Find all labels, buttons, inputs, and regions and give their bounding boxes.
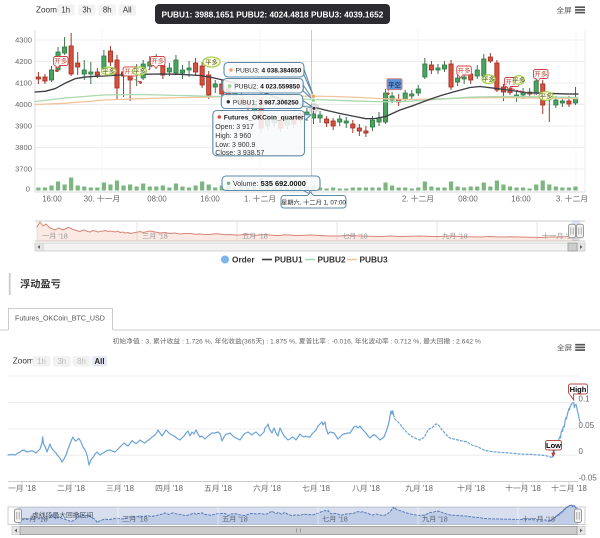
svg-text:'18: '18 — [171, 484, 183, 493]
svg-text:'18: '18 — [473, 484, 485, 493]
svg-text:16:00: 16:00 — [42, 195, 62, 204]
svg-text:'18: '18 — [436, 515, 447, 524]
svg-text:1h: 1h — [61, 6, 70, 15]
svg-text:'18: '18 — [24, 484, 36, 493]
svg-text:PUBU3:: PUBU3: — [236, 68, 262, 75]
svg-text:0.1: 0.1 — [579, 394, 591, 403]
svg-text:4000: 4000 — [15, 100, 32, 109]
svg-text:3h: 3h — [57, 357, 66, 366]
svg-text:'18: '18 — [122, 484, 134, 493]
svg-text:'18: '18 — [136, 515, 147, 524]
svg-text:All: All — [95, 357, 105, 366]
svg-text:Open: 3 917: Open: 3 917 — [215, 124, 254, 131]
svg-text:(365: (365 — [242, 339, 256, 346]
svg-text:High: 3 960: High: 3 960 — [215, 133, 251, 140]
svg-text:Order: Order — [232, 254, 255, 264]
svg-text:16:00: 16:00 — [200, 195, 220, 204]
svg-text:Zoom: Zoom — [13, 356, 34, 365]
svg-text:PUBU1: PUBU1 — [275, 254, 304, 264]
svg-text:4300: 4300 — [15, 36, 32, 45]
svg-text:PUBU2:: PUBU2: — [234, 84, 260, 91]
svg-text:Futures_OKCoin_BTC_USD: Futures_OKCoin_BTC_USD — [15, 314, 105, 322]
svg-text:Zoom: Zoom — [36, 6, 57, 15]
svg-text:4100: 4100 — [15, 79, 32, 88]
svg-text:3700: 3700 — [15, 165, 32, 174]
svg-text:3800: 3800 — [15, 143, 32, 152]
svg-text:'18: '18 — [456, 232, 467, 241]
svg-text:Low: 3 900.9: Low: 3 900.9 — [215, 142, 255, 149]
svg-text:1.: 1. — [244, 195, 253, 204]
svg-text:: 2.642 %: : 2.642 % — [450, 339, 481, 346]
svg-text:4 023.559850: 4 023.559850 — [260, 84, 300, 91]
svg-text:-0.05: -0.05 — [579, 473, 598, 482]
svg-text:'18: '18 — [269, 484, 281, 493]
svg-text:PUBU1: 3988.1651 PUBU2: 4024.4: PUBU1: 3988.1651 PUBU2: 4024.4818 PUBU3:… — [162, 9, 384, 19]
svg-text:0: 0 — [26, 185, 30, 194]
svg-text:0.05: 0.05 — [579, 421, 595, 430]
svg-text:4200: 4200 — [15, 57, 32, 66]
svg-text:Futures_OKCoin_quarter: Futures_OKCoin_quarter — [224, 115, 304, 122]
svg-text:08:00: 08:00 — [458, 195, 478, 204]
svg-text:'18: '18 — [156, 232, 167, 241]
svg-text:0: 0 — [579, 447, 584, 456]
svg-text:'18: '18 — [544, 515, 555, 524]
svg-text:High: High — [570, 385, 587, 394]
svg-text:'18: '18 — [575, 484, 587, 493]
svg-text:8h: 8h — [77, 357, 86, 366]
svg-text:08:00: 08:00 — [147, 195, 167, 204]
svg-text:Low: Low — [546, 441, 561, 450]
svg-text:2.: 2. — [402, 195, 411, 204]
svg-text:3.: 3. — [556, 195, 565, 204]
svg-text:'18: '18 — [421, 484, 433, 493]
svg-text:3 987.306250: 3 987.306250 — [259, 99, 299, 106]
svg-text:'18: '18 — [336, 515, 347, 524]
svg-text:'18: '18 — [356, 232, 367, 241]
svg-text:: 1.726 %,: : 1.726 %, — [180, 339, 214, 346]
svg-text:3900: 3900 — [15, 122, 32, 131]
svg-text:8h: 8h — [103, 6, 112, 15]
svg-text:Volume:: Volume: — [233, 181, 260, 188]
svg-text:Close: 3 938.57: Close: 3 938.57 — [215, 150, 264, 157]
svg-text:: -0.016,: : -0.016, — [326, 339, 355, 346]
svg-text:'18: '18 — [256, 232, 267, 241]
svg-text:PUBU2: PUBU2 — [318, 254, 347, 264]
svg-text:3h: 3h — [82, 6, 91, 15]
svg-text:16:00: 16:00 — [511, 195, 531, 204]
svg-text:'18: '18 — [529, 484, 541, 493]
svg-text:All: All — [123, 6, 132, 15]
svg-text:1h: 1h — [37, 357, 46, 366]
svg-text:30.: 30. — [84, 195, 97, 204]
svg-text:'18: '18 — [236, 515, 247, 524]
svg-text:'18: '18 — [368, 484, 380, 493]
svg-text:535 692.0000: 535 692.0000 — [261, 179, 306, 188]
svg-text:: 0.712 %,: : 0.712 %, — [389, 339, 423, 346]
svg-text:PUBU3: PUBU3 — [360, 254, 389, 264]
svg-text:'18: '18 — [318, 484, 330, 493]
svg-text:,: , — [300, 200, 303, 207]
svg-text:'18: '18 — [36, 515, 47, 524]
svg-text:'18: '18 — [220, 484, 232, 493]
svg-text:1, 07:00: 1, 07:00 — [322, 200, 347, 207]
svg-text:PUBU1:: PUBU1: — [233, 99, 259, 106]
svg-text:'18: '18 — [73, 484, 85, 493]
svg-text:: 3,: : 3, — [140, 339, 153, 346]
svg-text:) : 1.875 %,: ) : 1.875 %, — [262, 339, 299, 346]
svg-text:'18: '18 — [56, 232, 67, 241]
svg-text:4 038.384650: 4 038.384650 — [262, 68, 302, 75]
